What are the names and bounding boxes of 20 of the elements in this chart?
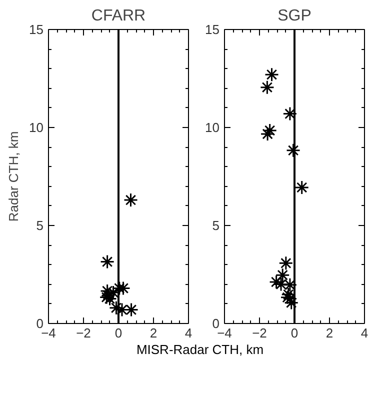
chart-title: SGP (278, 8, 312, 24)
y-tick-label: 5 (36, 218, 44, 233)
y-tick-label: 10 (205, 120, 220, 135)
x-tick-label: −2 (252, 326, 267, 340)
x-tick-label: 2 (326, 326, 334, 340)
y-tick-label: 15 (29, 22, 44, 37)
x-tick-label: 4 (184, 326, 192, 340)
y-tick-label: 5 (212, 218, 220, 233)
x-axis-title: MISR-Radar CTH, km (136, 341, 264, 359)
x-tick-label: 2 (150, 326, 158, 340)
y-tick-label: 0 (212, 316, 220, 331)
y-tick-label: 15 (205, 22, 220, 37)
y-tick-label: 10 (29, 120, 44, 135)
x-tick-label: 4 (360, 326, 368, 340)
y-axis-title: Radar CTH, km (6, 131, 22, 222)
x-tick-label: 0 (290, 326, 298, 340)
x-tick-label: −2 (76, 326, 91, 340)
chart-title: CFARR (91, 8, 146, 24)
x-tick-label: 0 (114, 326, 122, 340)
y-tick-label: 0 (36, 316, 44, 331)
